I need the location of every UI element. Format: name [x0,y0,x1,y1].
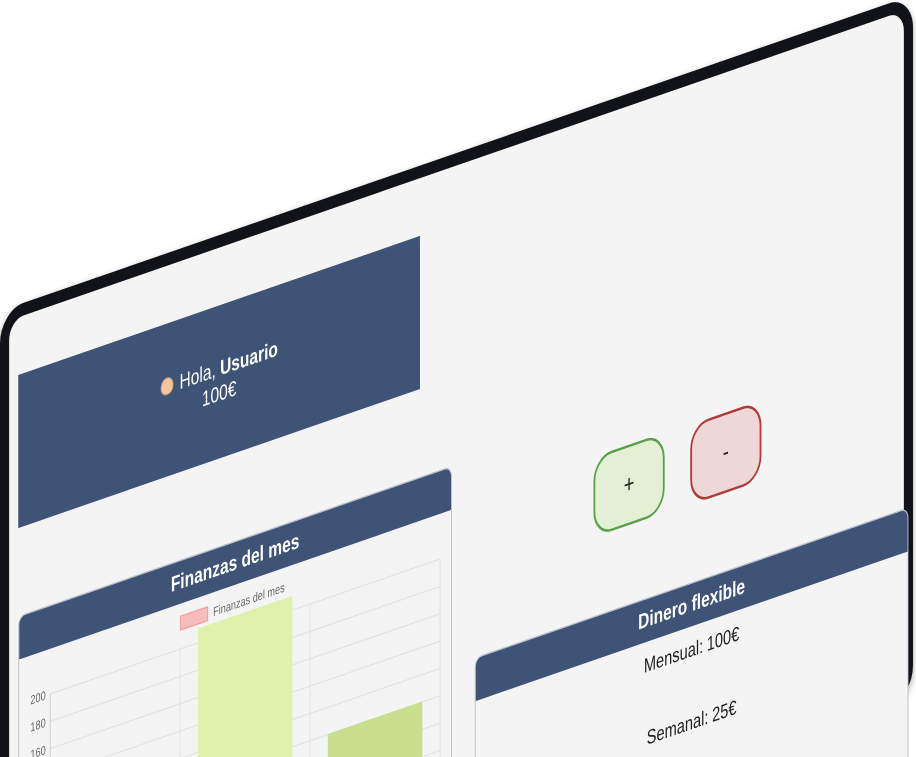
add-button[interactable]: + [593,432,665,538]
flexible-label: Mensual: [643,636,704,678]
y-tick-label: 180 [30,717,45,736]
waving-hand-icon [160,375,174,398]
greeting-username: Usuario [220,336,278,381]
legend-swatch [179,606,209,631]
bar-ingresos [197,595,293,757]
y-tick-label: 160 [30,744,45,757]
bar-dinero-flexible [327,701,423,757]
greeting-banner: Hola, Usuario 100€ [18,235,420,529]
flexible-value: 25€ [712,697,737,728]
y-tick-label: 200 [30,689,45,708]
finanzas-card: Finanzas del mes 02040608010012014016018… [18,465,452,757]
dinero-flexible-card: Dinero flexible Mensual: 100€ Semanal: 25€… [474,507,909,757]
finanzas-chart: 020406080100120140160180200GastosIngreso… [30,558,441,757]
flexible-value: 100€ [706,623,740,657]
subtract-button[interactable]: - [690,400,762,506]
